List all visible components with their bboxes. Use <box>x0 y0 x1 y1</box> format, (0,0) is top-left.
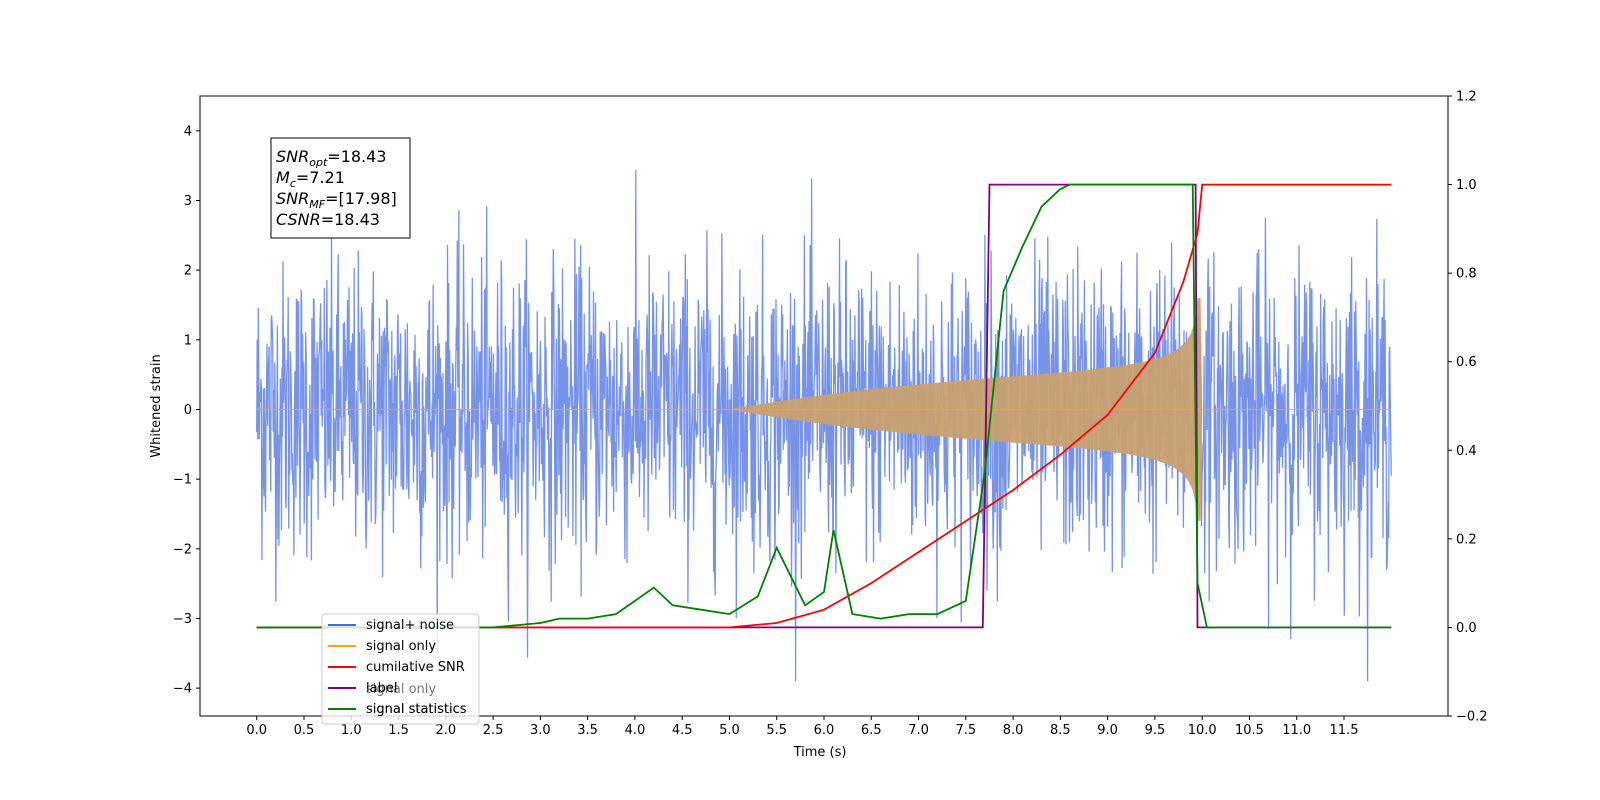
x-tick-label: 2.0 <box>435 723 456 738</box>
y-tick-label-right: 0.4 <box>1456 444 1477 459</box>
x-tick-label: 1.0 <box>341 723 362 738</box>
legend-entry: signal statistics <box>366 702 467 717</box>
x-tick-label: 1.5 <box>388 723 409 738</box>
y-axis-label: Whitened strain <box>149 354 164 457</box>
x-tick-label: 6.0 <box>814 723 835 738</box>
y-axis-right: −0.2 0.0 0.2 0.4 0.6 0.8 1.0 1.2 <box>1448 90 1488 725</box>
y-tick-label-right: 0.2 <box>1456 532 1477 547</box>
y-tick-label-right: 0.6 <box>1456 355 1477 370</box>
x-tick-label: 0.0 <box>246 723 267 738</box>
x-tick-label: 8.0 <box>1003 723 1024 738</box>
y-tick-label-left: −2 <box>173 542 192 557</box>
x-axis: 0.0 0.5 1.0 1.5 2.0 2.5 3.0 3.5 4.0 4.5 5.0 5.5 6.0 6… <box>246 716 1358 738</box>
series-layer <box>256 169 1392 682</box>
x-axis-label: Time (s) <box>793 745 847 760</box>
y-tick-label-left: 1 <box>184 333 192 348</box>
x-tick-label: 0.5 <box>294 723 315 738</box>
x-tick-label: 10.5 <box>1235 723 1264 738</box>
annotation-line: Mc=7.21 <box>276 168 345 190</box>
y-tick-label-right: 0.8 <box>1456 267 1477 282</box>
y-tick-label-right: −0.2 <box>1456 710 1488 725</box>
legend-entry: cumilative SNR <box>366 660 465 675</box>
x-tick-label: 8.5 <box>1050 723 1071 738</box>
y-tick-label-right: 0.0 <box>1456 621 1477 636</box>
y-tick-label-left: 2 <box>184 264 192 279</box>
y-tick-label-right: 1.2 <box>1456 90 1477 105</box>
legend-entry: label <box>366 681 397 696</box>
x-tick-label: 7.0 <box>908 723 929 738</box>
x-tick-label: 11.5 <box>1330 723 1359 738</box>
annotation-line: SNRopt=18.43 <box>276 147 387 169</box>
y-tick-label-left: 4 <box>184 124 192 139</box>
legend-occluded-label: signal only <box>366 682 436 697</box>
y-axis-left: −4 −3 −2 −1 0 1 2 3 4 <box>173 124 200 697</box>
legend-entry: signal only <box>366 639 436 654</box>
series-signal-statistics <box>256 183 1392 629</box>
legend-occluded-label: signal statistics <box>366 702 467 717</box>
y-tick-label-left: 3 <box>184 194 192 209</box>
x-tick-label: 11.0 <box>1282 723 1311 738</box>
x-tick-label: 4.0 <box>625 723 646 738</box>
x-tick-label: 6.5 <box>861 723 882 738</box>
x-tick-label: 2.5 <box>483 723 504 738</box>
annotation-line: SNRMF=[17.98] <box>276 189 397 211</box>
x-tick-label: 7.5 <box>955 723 976 738</box>
x-tick-label: 5.5 <box>766 723 787 738</box>
x-tick-label: 10.0 <box>1188 723 1217 738</box>
y-tick-label-left: −1 <box>173 473 192 488</box>
series-signal-plus-noise <box>256 169 1392 682</box>
y-tick-label-right: 1.0 <box>1456 178 1477 193</box>
legend-entry: signal+ noise <box>366 618 454 633</box>
annotation-box: SNRopt=18.43Mc=7.21SNRMF=[17.98]CSNR=18.… <box>270 137 411 239</box>
y-tick-label-left: 0 <box>184 403 192 418</box>
x-tick-label: 9.0 <box>1097 723 1118 738</box>
x-tick-label: 4.5 <box>672 723 693 738</box>
annotation-line: CSNR=18.43 <box>276 210 380 229</box>
y-tick-label-left: −3 <box>173 612 192 627</box>
x-tick-label: 5.0 <box>719 723 740 738</box>
x-tick-label: 9.5 <box>1145 723 1166 738</box>
legend: signal only signal statistics signal+ nois… <box>321 613 480 725</box>
series-cumulative-snr <box>256 183 1392 629</box>
x-tick-label: 3.0 <box>530 723 551 738</box>
x-tick-label: 3.5 <box>577 723 598 738</box>
y-tick-label-left: −4 <box>173 682 192 697</box>
